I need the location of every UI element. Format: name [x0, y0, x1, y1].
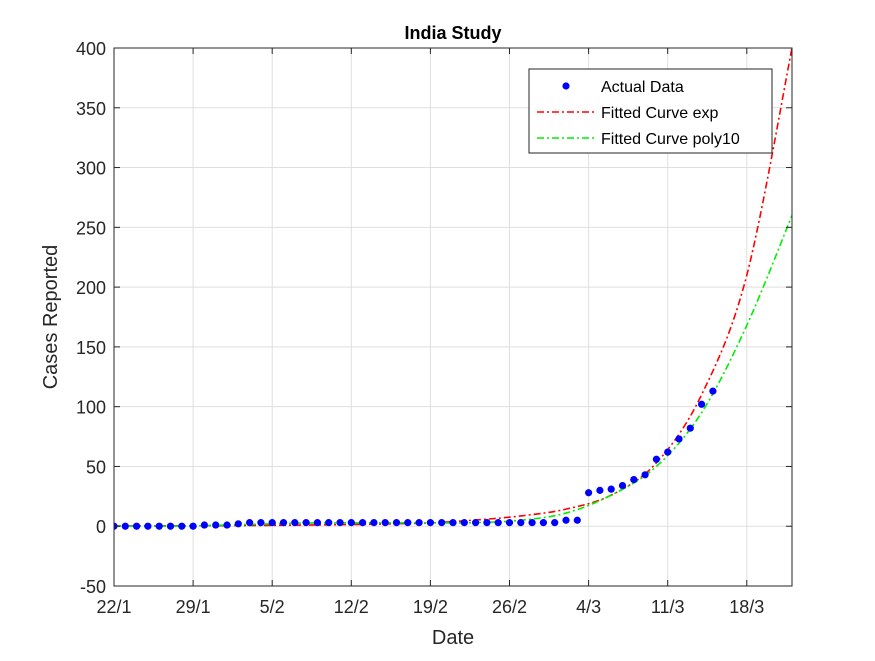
actual-data-point — [268, 519, 276, 527]
actual-data-point — [449, 519, 457, 527]
actual-data-point — [359, 519, 367, 527]
actual-data-point — [709, 387, 717, 395]
actual-data-point — [404, 519, 412, 527]
y-axis-label: Cases Reported — [40, 245, 62, 390]
actual-data-point — [302, 519, 310, 527]
actual-data-point — [686, 424, 694, 432]
x-tick-label: 29/1 — [176, 597, 211, 617]
actual-data-point — [246, 519, 254, 527]
actual-data-point — [155, 522, 163, 530]
x-axis-label: Date — [432, 627, 474, 649]
actual-data-point — [528, 519, 536, 527]
actual-data-point — [234, 520, 242, 528]
y-tick-label: 200 — [76, 278, 106, 298]
actual-data-point — [392, 519, 401, 527]
y-tick-label: 250 — [76, 218, 106, 238]
actual-data-point — [313, 519, 321, 527]
actual-data-point — [618, 481, 627, 490]
y-tick-label: 300 — [76, 159, 106, 179]
y-tick-label: 400 — [76, 39, 106, 59]
actual-data-point — [596, 486, 604, 494]
fitted-curve-poly10-line — [114, 215, 792, 528]
actual-data-point — [370, 519, 378, 527]
actual-data-point — [573, 516, 581, 524]
actual-data-point — [630, 476, 638, 484]
axes-box — [113, 47, 793, 587]
chart-title: India Study — [404, 23, 501, 43]
legend-label: Fitted Curve poly10 — [601, 131, 740, 148]
actual-data-point — [347, 519, 355, 527]
axis-ticks: 22/1 29/1 5/2 12/2 19/2 26/2 4/3 11/3 18/3 -50 0 50… — [76, 39, 792, 617]
x-tick-label: 18/3 — [729, 597, 764, 617]
actual-data-point — [562, 516, 570, 524]
actual-data-point — [698, 400, 706, 408]
legend-marker — [562, 82, 570, 90]
actual-data-point — [641, 471, 649, 479]
actual-data-point — [675, 435, 683, 443]
actual-data-point — [291, 519, 299, 527]
y-tick-label: 150 — [76, 338, 106, 358]
actual-data-point — [381, 519, 389, 527]
x-tick-label: 26/2 — [492, 597, 527, 617]
actual-data-point — [121, 522, 129, 530]
x-tick-label: 11/3 — [651, 597, 685, 617]
x-tick-label: 22/1 — [96, 597, 131, 617]
actual-data-point — [585, 489, 593, 497]
y-tick-label: 350 — [76, 99, 106, 119]
actual-data-point — [133, 522, 141, 530]
y-tick-label: 100 — [76, 398, 106, 418]
actual-data-point — [178, 522, 186, 530]
y-tick-label: 0 — [96, 517, 106, 537]
actual-data-point — [325, 519, 333, 527]
actual-data-point — [652, 455, 661, 463]
actual-data-point — [505, 519, 514, 527]
actual-data-point — [539, 519, 548, 527]
actual-data-point — [664, 448, 672, 456]
actual-data-point — [189, 522, 197, 530]
actual-data-point — [460, 519, 468, 527]
actual-data-point — [607, 485, 615, 493]
actual-data-point — [415, 519, 423, 527]
legend: Actual Data Fitted Curve exp Fitted Curve … — [528, 68, 773, 154]
x-tick-label: 19/2 — [413, 597, 448, 617]
legend-box — [528, 68, 773, 154]
actual-data-point — [336, 519, 344, 527]
legend-entries: Actual Data Fitted Curve exp Fitted Curve … — [537, 79, 740, 148]
actual-data-point — [200, 521, 208, 529]
actual-data-point — [212, 521, 220, 529]
actual-data-point — [472, 519, 480, 527]
actual-data-point — [438, 519, 446, 527]
actual-data-point — [483, 519, 491, 527]
x-tick-label: 4/3 — [576, 597, 601, 617]
actual-data-point — [279, 519, 288, 527]
actual-data-point — [494, 519, 502, 527]
actual-data-point — [257, 519, 265, 527]
actual-data-point — [223, 521, 231, 529]
y-tick-label: -50 — [80, 577, 106, 597]
x-tick-label: 12/2 — [334, 597, 369, 617]
y-tick-label: 50 — [86, 457, 106, 477]
actual-data-point — [166, 522, 175, 530]
actual-data-point — [551, 519, 559, 527]
legend-label: Fitted Curve exp — [601, 105, 718, 122]
actual-data-point — [517, 519, 525, 527]
actual-data-point — [144, 522, 152, 530]
actual-data-point — [426, 519, 434, 527]
x-tick-label: 5/2 — [260, 597, 285, 617]
legend-label: Actual Data — [601, 79, 684, 96]
data-markers — [114, 387, 717, 530]
